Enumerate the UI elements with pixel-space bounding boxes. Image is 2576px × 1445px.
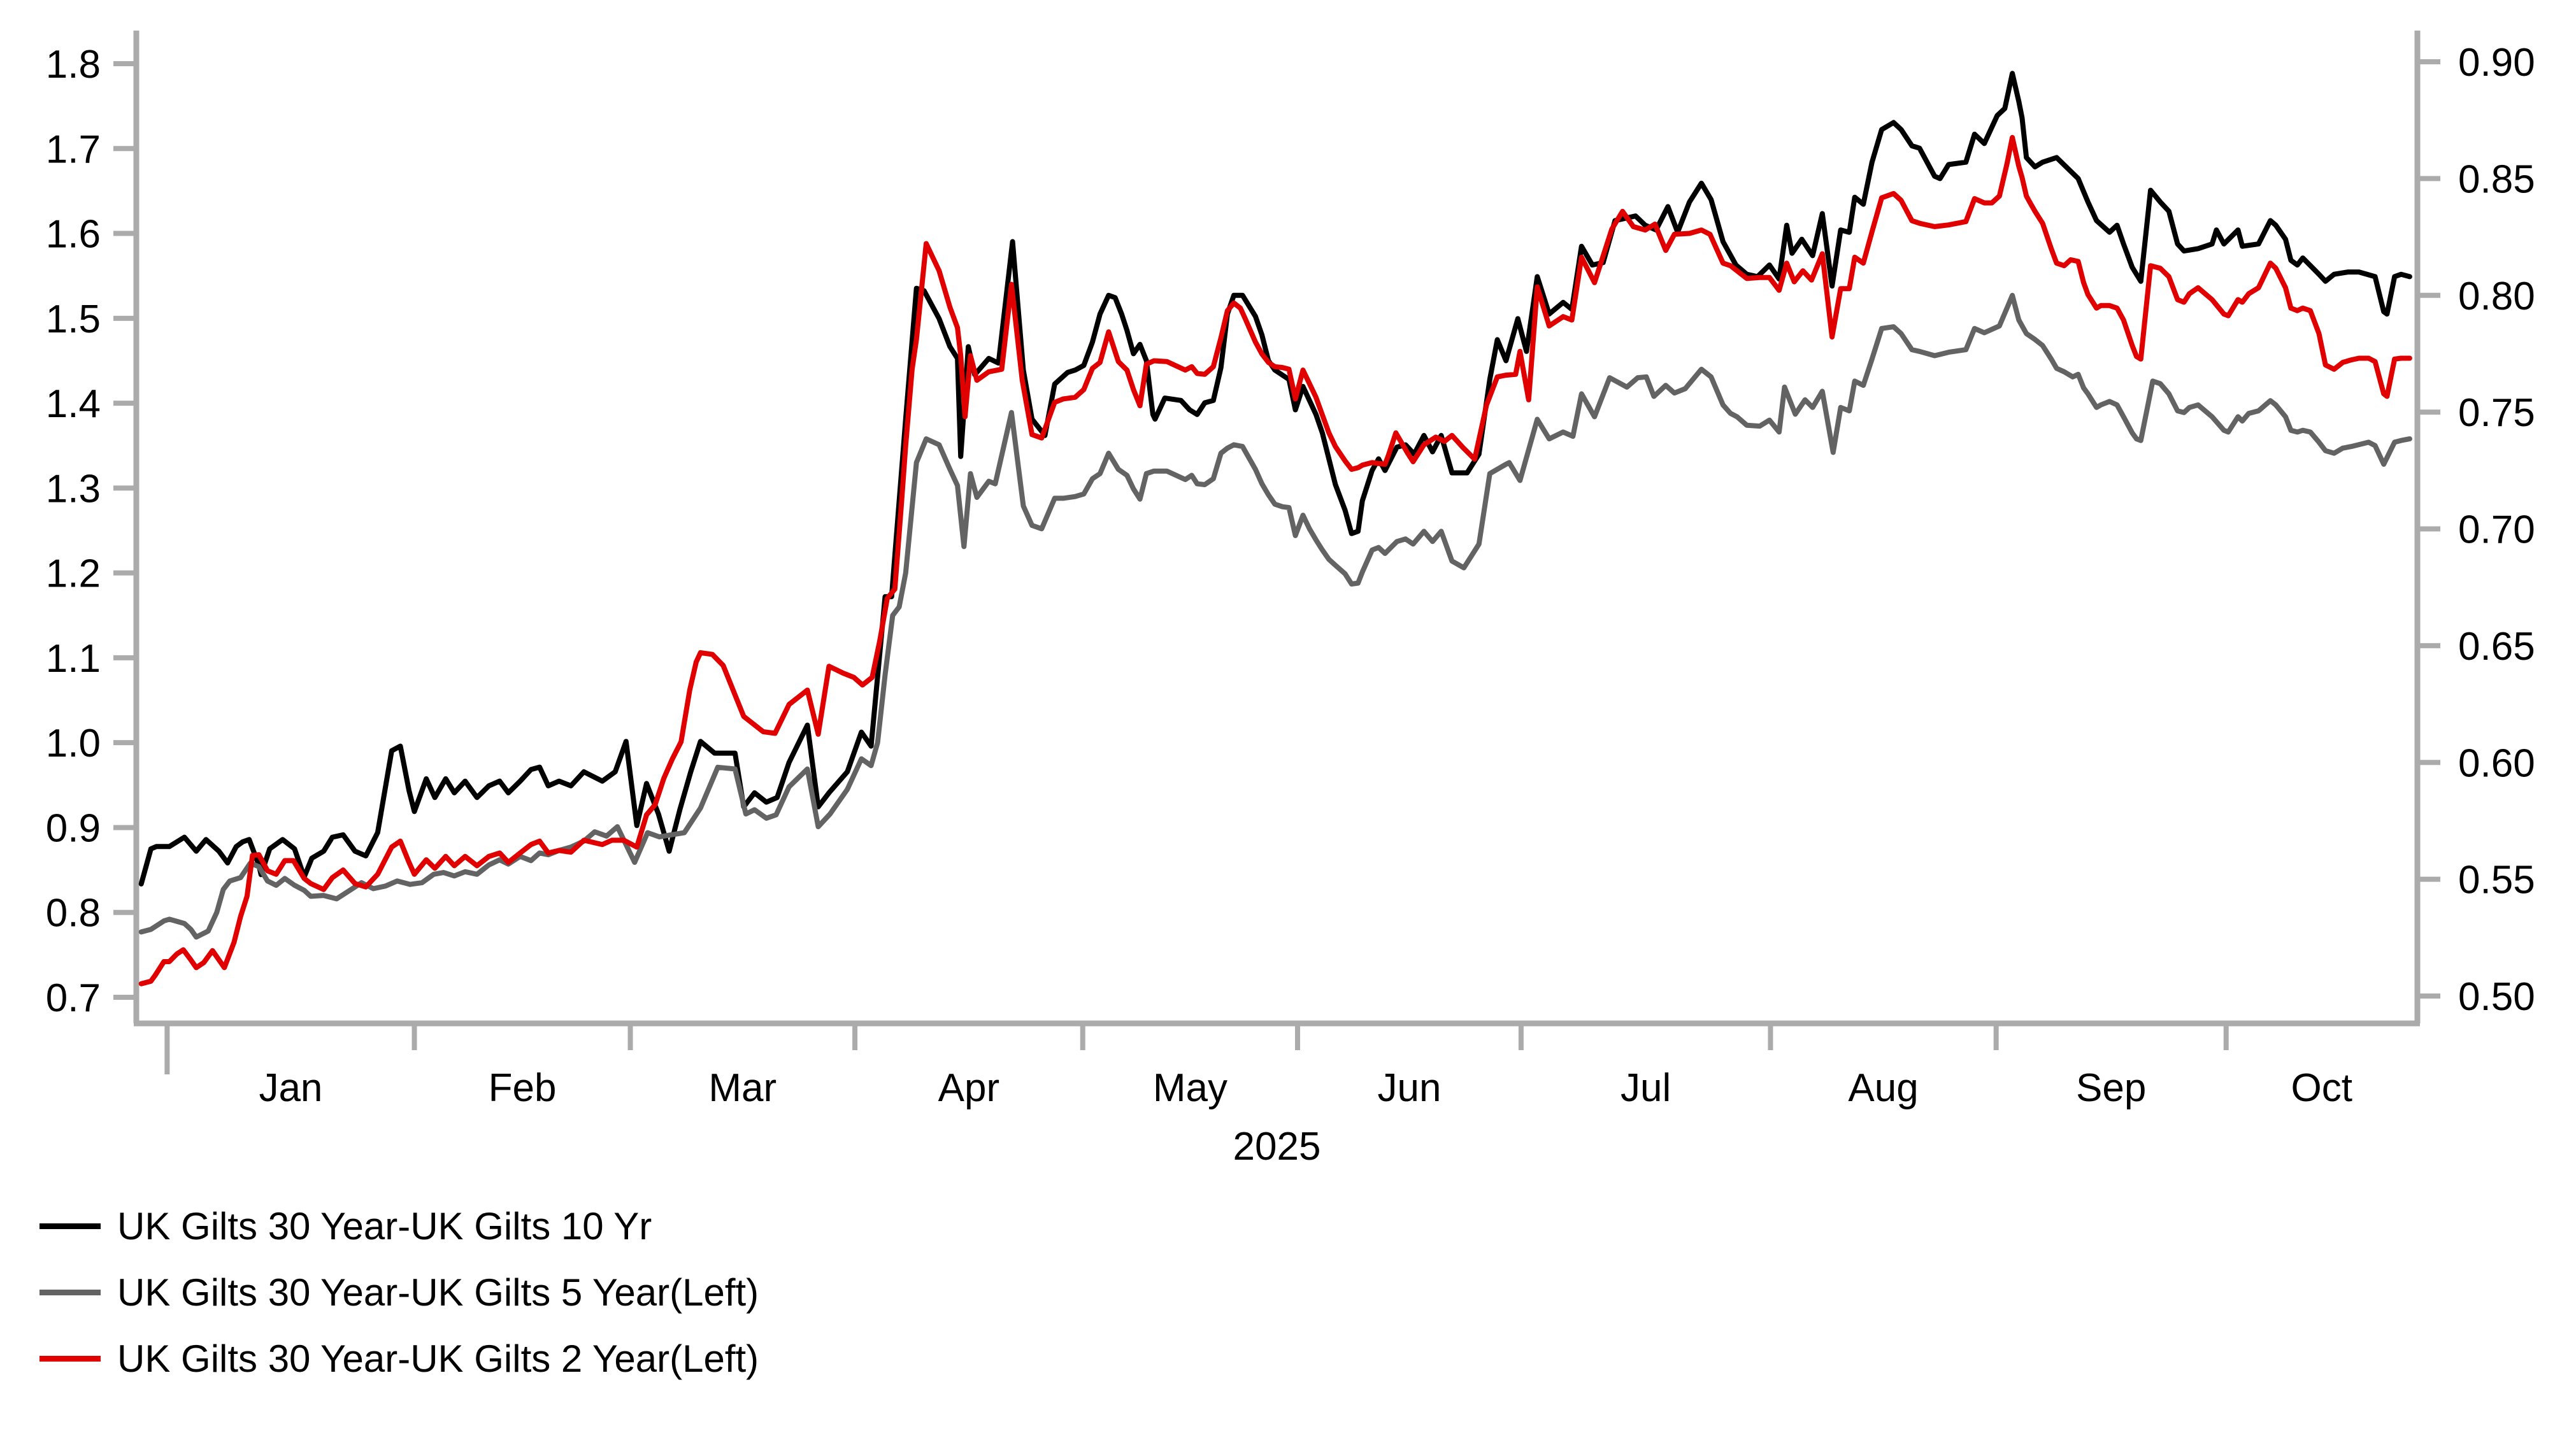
x-axis-month-label: Aug	[1848, 1066, 1918, 1110]
left-axis-tick-label: 1.0	[46, 722, 101, 765]
right-axis-tick-label: 0.55	[2458, 858, 2535, 902]
right-axis-tick-label: 0.50	[2458, 975, 2535, 1019]
right-axis-tick-label: 0.85	[2458, 157, 2535, 201]
left-axis-tick-label: 1.1	[46, 637, 101, 681]
x-axis-month-label: Sep	[2076, 1066, 2146, 1110]
left-axis-tick-label: 1.3	[46, 467, 101, 511]
left-axis-tick-label: 0.7	[46, 976, 101, 1020]
legend-row-2yr: UK Gilts 30 Year-UK Gilts 2 Year(Left)	[39, 1337, 759, 1380]
legend-label-5yr: UK Gilts 30 Year-UK Gilts 5 Year(Left)	[117, 1271, 759, 1314]
left-axis-tick-label: 0.9	[46, 806, 101, 850]
left-axis-tick-label: 1.4	[46, 382, 101, 426]
right-axis-tick-label: 0.60	[2458, 741, 2535, 785]
series-line-30y-2y	[138, 134, 2412, 986]
left-axis-tick-label: 1.8	[46, 43, 101, 87]
series-line-30y-5y	[138, 292, 2412, 940]
labels-layer: 0.7 0.8 0.9 1.0 1.1 1.2 1.3 1.4 1.5 1.6 1.7 1.8 0.50…	[46, 41, 2535, 1169]
series-layer	[138, 71, 2412, 986]
legend-label-10yr: UK Gilts 30 Year-UK Gilts 10 Yr	[117, 1204, 652, 1248]
right-axis-tick-label: 0.80	[2458, 274, 2535, 318]
left-axis-tick-label: 1.6	[46, 213, 101, 257]
right-axis-tick-label: 0.65	[2458, 625, 2535, 669]
legend-label-2yr: UK Gilts 30 Year-UK Gilts 2 Year(Left)	[117, 1337, 759, 1380]
legend-swatch-10yr-line-icon	[39, 1223, 101, 1229]
left-axis-tick-label: 1.5	[46, 297, 101, 341]
right-axis-tick-label: 0.70	[2458, 508, 2535, 552]
x-axis-month-label: Apr	[938, 1066, 999, 1110]
x-axis-month-label: Jul	[1621, 1066, 1671, 1110]
left-axis-tick-label: 0.8	[46, 892, 101, 936]
legend: UK Gilts 30 Year-UK Gilts 10 Yr UK Gilts…	[39, 1204, 759, 1380]
x-axis-month-label: Oct	[2291, 1066, 2352, 1110]
legend-swatch-5yr-line-icon	[39, 1289, 101, 1295]
x-axis-year-label: 2025	[1233, 1125, 1321, 1169]
series-line-30y-10y	[138, 71, 2412, 886]
x-axis-month-label: Jun	[1377, 1066, 1441, 1110]
axes-layer	[113, 31, 2440, 1074]
legend-row-5yr: UK Gilts 30 Year-UK Gilts 5 Year(Left)	[39, 1271, 759, 1314]
left-axis-tick-label: 1.2	[46, 552, 101, 596]
x-axis-month-label: Jan	[259, 1066, 322, 1110]
x-axis-month-label: Feb	[489, 1066, 557, 1110]
right-axis-tick-label: 0.75	[2458, 391, 2535, 435]
x-axis-month-label: Mar	[708, 1066, 776, 1110]
legend-row-10yr: UK Gilts 30 Year-UK Gilts 10 Yr	[39, 1204, 759, 1248]
x-axis-month-label: May	[1153, 1066, 1227, 1110]
left-axis-tick-label: 1.7	[46, 127, 101, 171]
legend-swatch-2yr-line-icon	[39, 1355, 101, 1362]
right-axis-tick-label: 0.90	[2458, 41, 2535, 85]
